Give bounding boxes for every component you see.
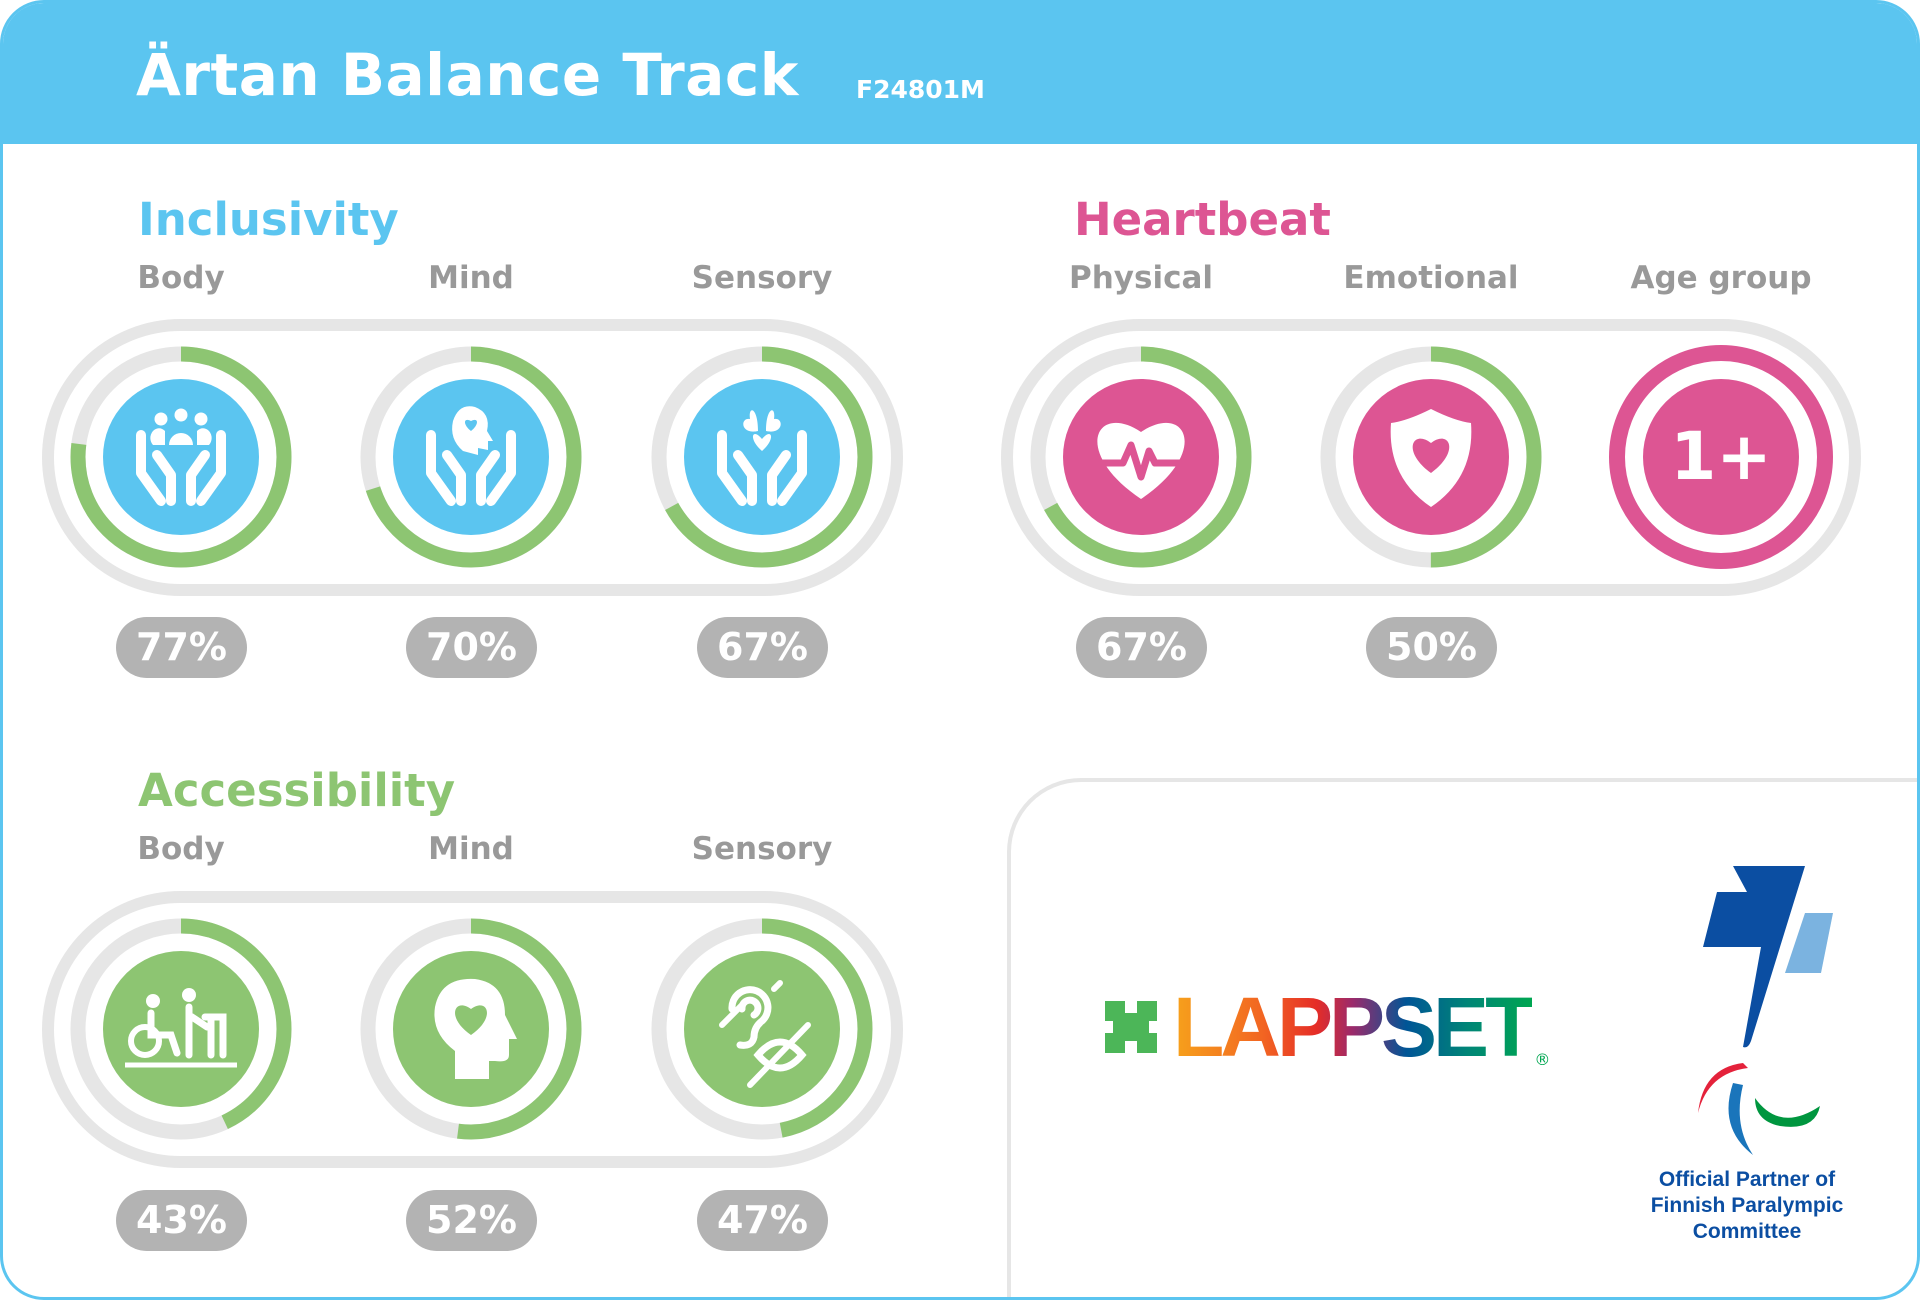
inclusivity-mind-label: Mind	[428, 260, 514, 296]
inclusivity-gauge-0	[70, 346, 292, 568]
lappset-logo: LAPPSET ®	[1101, 985, 1550, 1069]
pulse-line	[1089, 441, 1193, 481]
icon-disc	[103, 951, 259, 1107]
product-code: F24801M	[856, 75, 985, 104]
accessibility-gauge-0	[70, 918, 292, 1140]
ring-layer: 1+	[42, 319, 1861, 1168]
partner-line: Finnish Paralympic	[1650, 1194, 1844, 1217]
heartbeat-emotional-percent: 50%	[1366, 617, 1497, 678]
icon-disc	[1643, 379, 1799, 535]
heartbeat-physical-percent: 67%	[1076, 617, 1207, 678]
figures	[147, 1003, 227, 1059]
accessibility-body-percent: 43%	[116, 1190, 247, 1251]
hands-mind-icon	[426, 406, 516, 506]
heartbeat-age-label: Age group	[1630, 260, 1812, 296]
inclusivity-gauge-2	[651, 346, 873, 568]
hands-shape	[136, 430, 226, 506]
registered-mark: ®	[1534, 1050, 1551, 1069]
gauge-progress	[1320, 346, 1542, 568]
age-badge-icon: 1+	[1670, 418, 1771, 495]
person-head	[174, 408, 188, 422]
age-group-value: 1+	[1670, 418, 1771, 495]
heartbeat-gauge-2: 1+	[1609, 345, 1833, 569]
inclusivity-gauge-1	[360, 346, 582, 568]
wheel	[128, 1024, 162, 1058]
accessibility-mind-label: Mind	[428, 831, 514, 867]
heartbeat-gauge-0	[1030, 346, 1252, 568]
gauge-progress	[651, 346, 873, 568]
person-head	[194, 412, 208, 426]
lappset-wordmark: LAPPSET	[1173, 980, 1536, 1074]
inclusivity-body-label: Body	[137, 260, 225, 296]
heart-shape	[465, 419, 477, 431]
icon-disc	[103, 379, 259, 535]
partner-line: Committee	[1692, 1220, 1802, 1243]
gauge-progress	[70, 918, 292, 1140]
gauge-progress	[70, 346, 292, 568]
heartbeat-title: Heartbeat	[1074, 193, 1331, 246]
person-head	[182, 988, 196, 1002]
head-shape	[452, 406, 493, 455]
gauge-progress	[360, 918, 582, 1140]
accessibility-track-pill	[42, 891, 903, 1168]
heart-shape	[455, 1005, 487, 1035]
ear-eye-crossed-icon	[719, 980, 811, 1088]
person-head	[146, 994, 160, 1008]
hands-shape	[717, 430, 807, 506]
inclusivity-sensory-percent: 67%	[697, 617, 828, 678]
wheelchair-walker-icon	[125, 988, 237, 1068]
partner-text: Official Partner of Finnish Paralympic C…	[1587, 1167, 1907, 1245]
gauge-progress	[651, 918, 873, 1140]
gauge-progress	[360, 346, 582, 568]
heartbeat-physical-label: Physical	[1069, 260, 1213, 296]
inclusivity-track-pill	[42, 319, 903, 596]
icon-disc	[393, 379, 549, 535]
accessibility-mind-percent: 52%	[406, 1190, 537, 1251]
heart-pulse-icon	[1089, 422, 1193, 499]
icon-disc	[684, 951, 840, 1107]
heartbeat-gauge-1	[1320, 346, 1542, 568]
lappset-clover-icon	[1105, 1001, 1157, 1053]
person-body	[150, 428, 212, 445]
accessibility-sensory-percent: 47%	[697, 1190, 828, 1251]
person-head	[154, 412, 168, 426]
inclusivity-title: Inclusivity	[138, 193, 399, 246]
heart-shape	[1097, 422, 1185, 499]
paralympic-committee-logo	[1698, 866, 1833, 1155]
hands-hearts-icon	[717, 410, 807, 506]
accessibility-sensory-label: Sensory	[691, 831, 833, 867]
shield-heart-icon	[1390, 409, 1472, 507]
header-bar: Ärtan Balance Track F24801M	[3, 3, 1917, 144]
partner-logo-panel	[1007, 778, 1917, 1297]
inclusivity-mind-percent: 70%	[406, 617, 537, 678]
hands-people-icon	[136, 408, 226, 506]
head-heart-icon	[434, 978, 517, 1079]
inclusivity-sensory-label: Sensory	[691, 260, 833, 296]
accessibility-gauge-1	[360, 918, 582, 1140]
partner-line: Official Partner of	[1658, 1168, 1836, 1191]
accessibility-body-label: Body	[137, 831, 225, 867]
gauge-progress	[1030, 346, 1252, 568]
age-ring	[1609, 345, 1833, 569]
heartbeat-track-pill	[1001, 319, 1861, 596]
slash-lines	[719, 980, 811, 1088]
inclusivity-body-percent: 77%	[116, 617, 247, 678]
accessibility-title: Accessibility	[138, 764, 456, 817]
accessibility-gauge-2	[651, 918, 873, 1140]
icon-disc	[684, 379, 840, 535]
hands-shape	[426, 430, 516, 506]
heartbeat-emotional-label: Emotional	[1343, 260, 1519, 296]
heart-shape	[1412, 438, 1450, 473]
page-title: Ärtan Balance Track	[136, 41, 799, 109]
hearts-shape	[743, 410, 781, 451]
